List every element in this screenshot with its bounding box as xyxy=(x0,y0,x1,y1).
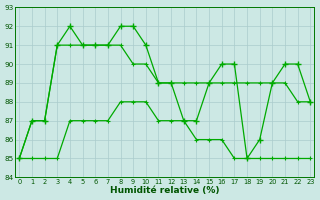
X-axis label: Humidité relative (%): Humidité relative (%) xyxy=(110,186,220,195)
